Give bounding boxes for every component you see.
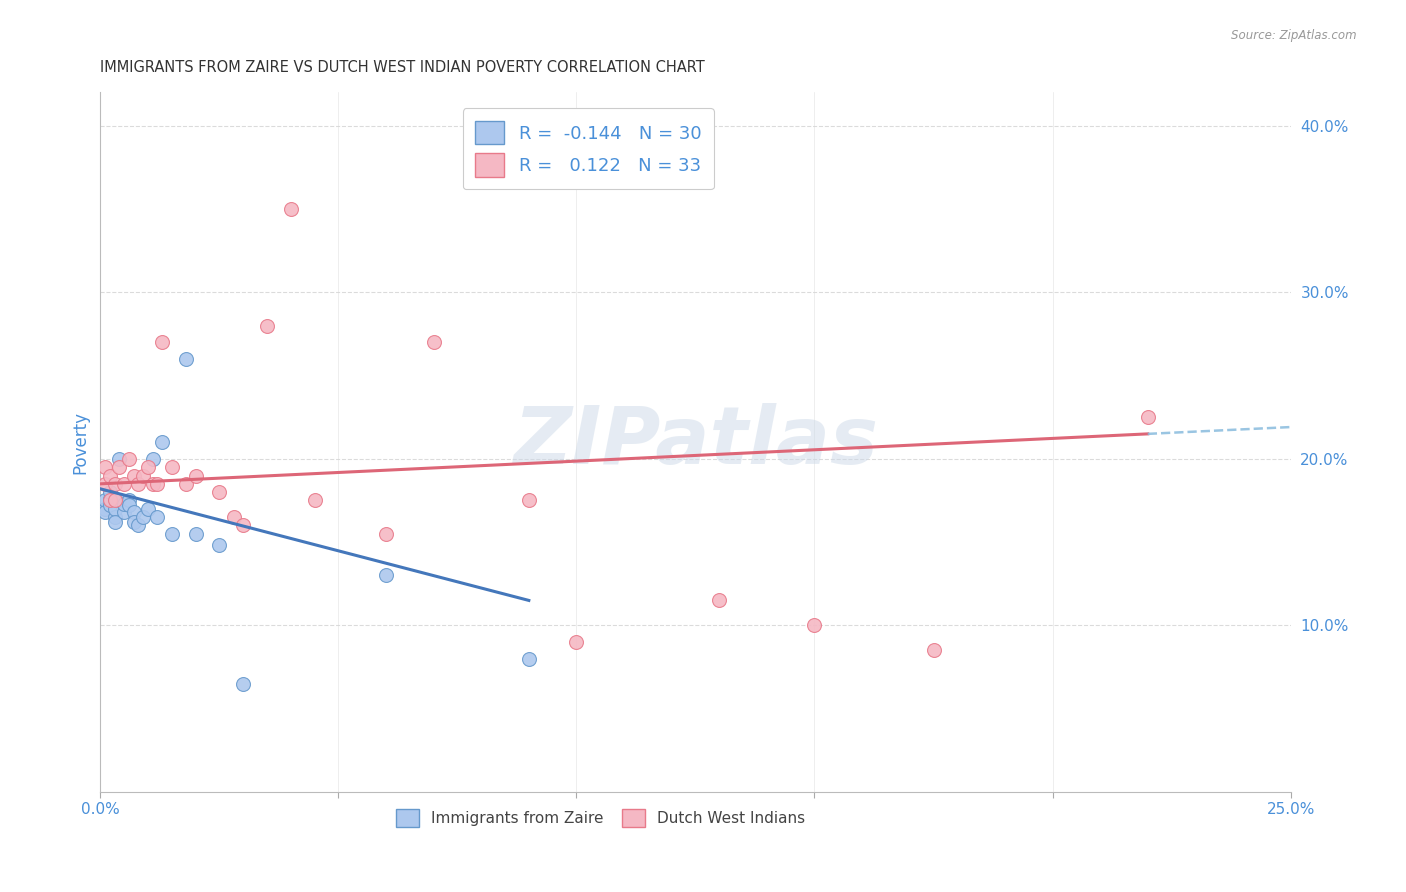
Point (150, 335, 173, 350)
Point (104, 493, 127, 508)
Point (112, 505, 135, 519)
Point (104, 501, 127, 516)
Point (136, 460, 159, 475)
Point (232, 676, 254, 690)
Point (146, 476, 169, 491)
Point (122, 468, 145, 483)
Text: Source: ZipAtlas.com: Source: ZipAtlas.com (1232, 29, 1357, 42)
Point (160, 460, 183, 475)
Point (94, 493, 117, 508)
Point (108, 493, 131, 508)
Point (222, 510, 245, 524)
Point (127, 518, 149, 533)
Point (112, 497, 135, 511)
Point (108, 451, 131, 466)
Point (118, 493, 141, 508)
Point (118, 499, 141, 513)
Point (208, 539, 231, 553)
Point (104, 510, 127, 524)
Point (146, 510, 169, 524)
Point (104, 515, 127, 529)
Point (94, 460, 117, 475)
Point (803, 618, 825, 632)
Point (1136, 410, 1159, 425)
Y-axis label: Poverty: Poverty (72, 410, 89, 474)
Point (98, 493, 121, 508)
Text: ZIPatlas: ZIPatlas (513, 403, 877, 481)
Point (174, 351, 197, 366)
Point (94, 501, 117, 516)
Point (118, 451, 141, 466)
Point (150, 435, 173, 450)
Point (132, 510, 155, 524)
Point (122, 505, 145, 519)
Point (108, 460, 131, 475)
Point (142, 451, 165, 466)
Point (922, 643, 945, 657)
Point (184, 468, 207, 483)
Point (132, 468, 155, 483)
Text: IMMIGRANTS FROM ZAIRE VS DUTCH WEST INDIAN POVERTY CORRELATION CHART: IMMIGRANTS FROM ZAIRE VS DUTCH WEST INDI… (100, 60, 704, 75)
Point (517, 651, 540, 665)
Point (160, 526, 183, 541)
Point (709, 593, 731, 607)
Point (565, 635, 588, 649)
Point (98, 468, 121, 483)
Point (98, 485, 121, 500)
Point (517, 493, 540, 508)
Point (104, 476, 127, 491)
Point (256, 318, 278, 333)
Point (98, 491, 121, 506)
Point (142, 476, 165, 491)
Point (112, 476, 135, 491)
Point (422, 335, 444, 350)
Point (232, 518, 254, 533)
Point (304, 493, 326, 508)
Point (94, 505, 117, 519)
Point (174, 476, 197, 491)
Point (136, 501, 159, 516)
Point (122, 515, 145, 529)
Point (208, 485, 231, 500)
Point (375, 526, 398, 541)
Point (280, 202, 302, 216)
Point (375, 568, 398, 582)
Point (94, 476, 117, 491)
Point (184, 526, 207, 541)
Legend: Immigrants from Zaire, Dutch West Indians: Immigrants from Zaire, Dutch West Indian… (389, 803, 811, 833)
Point (127, 476, 149, 491)
Point (98, 499, 121, 513)
